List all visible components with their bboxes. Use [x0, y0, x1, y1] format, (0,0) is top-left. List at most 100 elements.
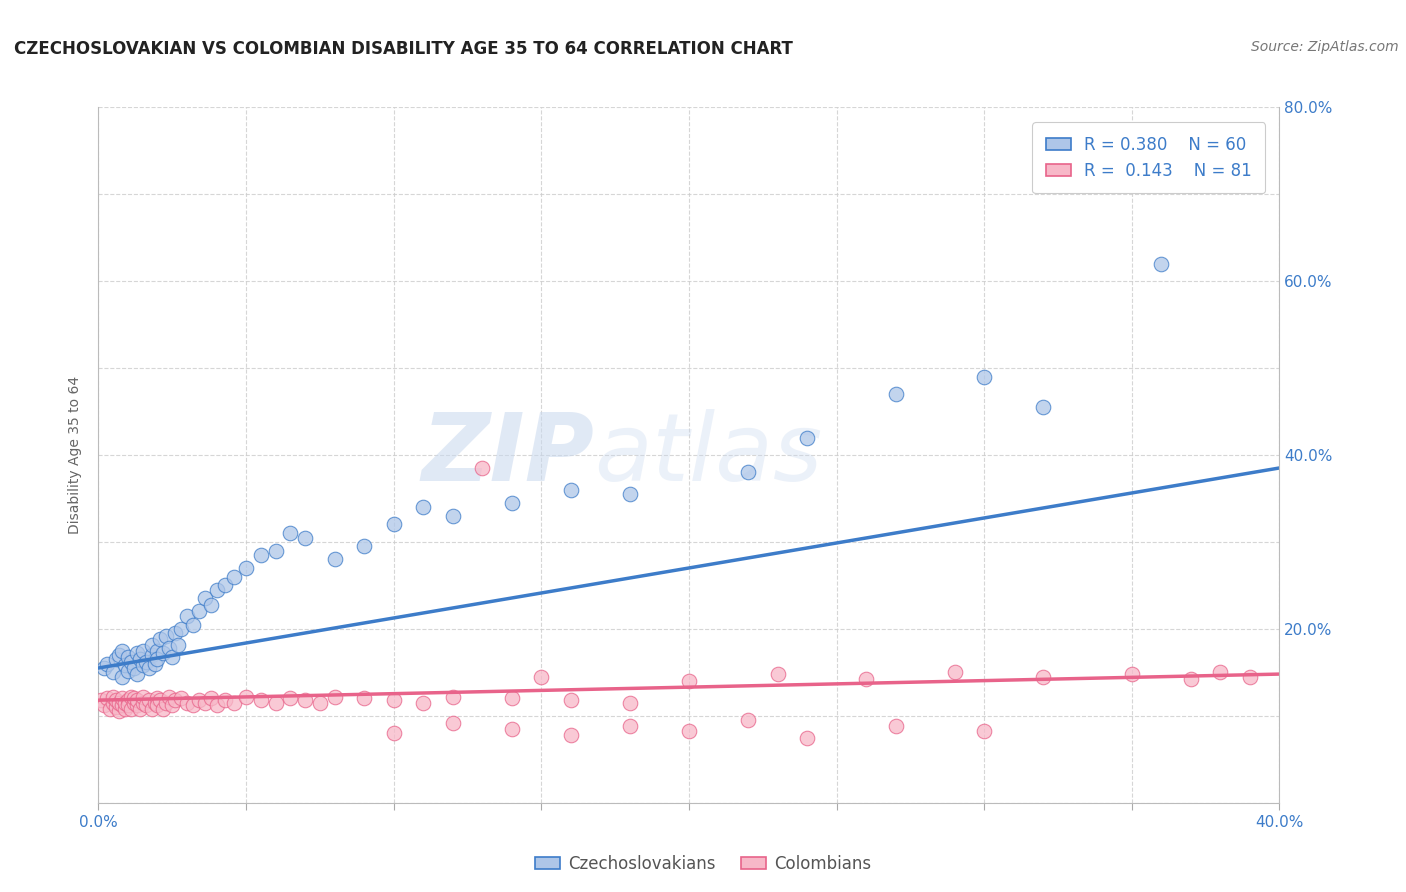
- Legend: R = 0.380    N = 60, R =  0.143    N = 81: R = 0.380 N = 60, R = 0.143 N = 81: [1032, 122, 1265, 194]
- Point: [120, 702, 142, 716]
- Point: [125, 698, 148, 713]
- Point: [143, 696, 166, 710]
- Point: [181, 698, 204, 713]
- Point: [1150, 257, 1173, 271]
- Point: [138, 661, 160, 675]
- Point: [194, 591, 217, 606]
- Point: [162, 698, 183, 713]
- Point: [122, 691, 145, 706]
- Point: [560, 728, 582, 742]
- Point: [90, 693, 112, 707]
- Point: [103, 690, 125, 704]
- Point: [114, 696, 136, 710]
- Point: [152, 702, 174, 716]
- Point: [117, 693, 139, 707]
- Point: [264, 543, 287, 558]
- Point: [120, 655, 142, 669]
- Point: [146, 652, 169, 666]
- Point: [323, 552, 346, 566]
- Point: [117, 664, 139, 678]
- Point: [194, 696, 217, 710]
- Point: [280, 691, 302, 706]
- Point: [412, 696, 434, 710]
- Point: [264, 696, 287, 710]
- Point: [294, 693, 316, 707]
- Point: [152, 646, 174, 660]
- Point: [157, 640, 180, 655]
- Point: [855, 673, 877, 687]
- Point: [501, 496, 523, 510]
- Point: [143, 657, 166, 671]
- Point: [973, 369, 995, 384]
- Point: [108, 705, 131, 719]
- Point: [132, 643, 155, 657]
- Point: [619, 487, 641, 501]
- Point: [200, 691, 222, 706]
- Y-axis label: Disability Age 35 to 64: Disability Age 35 to 64: [69, 376, 83, 534]
- Point: [1032, 670, 1054, 684]
- Point: [122, 661, 145, 675]
- Point: [128, 702, 150, 716]
- Point: [1209, 178, 1232, 193]
- Point: [157, 690, 180, 704]
- Point: [678, 724, 700, 739]
- Point: [309, 696, 332, 710]
- Point: [235, 561, 257, 575]
- Point: [353, 691, 375, 706]
- Point: [120, 690, 142, 704]
- Point: [766, 667, 789, 681]
- Point: [382, 693, 405, 707]
- Point: [214, 578, 236, 592]
- Point: [98, 702, 121, 716]
- Point: [149, 632, 172, 647]
- Point: [114, 658, 136, 673]
- Point: [111, 670, 134, 684]
- Point: [96, 691, 118, 706]
- Point: [141, 702, 163, 716]
- Point: [138, 693, 160, 707]
- Point: [280, 526, 302, 541]
- Point: [737, 466, 759, 480]
- Point: [205, 698, 228, 713]
- Point: [146, 643, 169, 657]
- Point: [884, 719, 907, 733]
- Point: [111, 698, 134, 713]
- Point: [884, 387, 907, 401]
- Point: [167, 638, 190, 652]
- Point: [117, 698, 139, 713]
- Point: [132, 696, 155, 710]
- Point: [176, 696, 198, 710]
- Point: [93, 661, 115, 675]
- Point: [353, 539, 375, 553]
- Point: [560, 483, 582, 497]
- Point: [973, 724, 995, 739]
- Text: atlas: atlas: [595, 409, 823, 500]
- Point: [105, 652, 128, 666]
- Point: [1032, 400, 1054, 414]
- Point: [135, 698, 157, 713]
- Point: [560, 693, 582, 707]
- Point: [135, 655, 157, 669]
- Point: [165, 693, 187, 707]
- Point: [1180, 673, 1202, 687]
- Point: [128, 652, 150, 666]
- Point: [678, 674, 700, 689]
- Point: [146, 698, 169, 713]
- Point: [122, 696, 145, 710]
- Point: [382, 726, 405, 740]
- Point: [796, 731, 818, 745]
- Point: [108, 648, 131, 662]
- Point: [294, 531, 316, 545]
- Point: [132, 690, 155, 704]
- Point: [170, 691, 193, 706]
- Point: [114, 702, 136, 716]
- Point: [162, 649, 183, 664]
- Point: [141, 648, 163, 662]
- Point: [181, 617, 204, 632]
- Point: [235, 690, 257, 704]
- Point: [111, 643, 134, 657]
- Point: [323, 690, 346, 704]
- Point: [441, 715, 464, 730]
- Point: [141, 638, 163, 652]
- Point: [1239, 670, 1261, 684]
